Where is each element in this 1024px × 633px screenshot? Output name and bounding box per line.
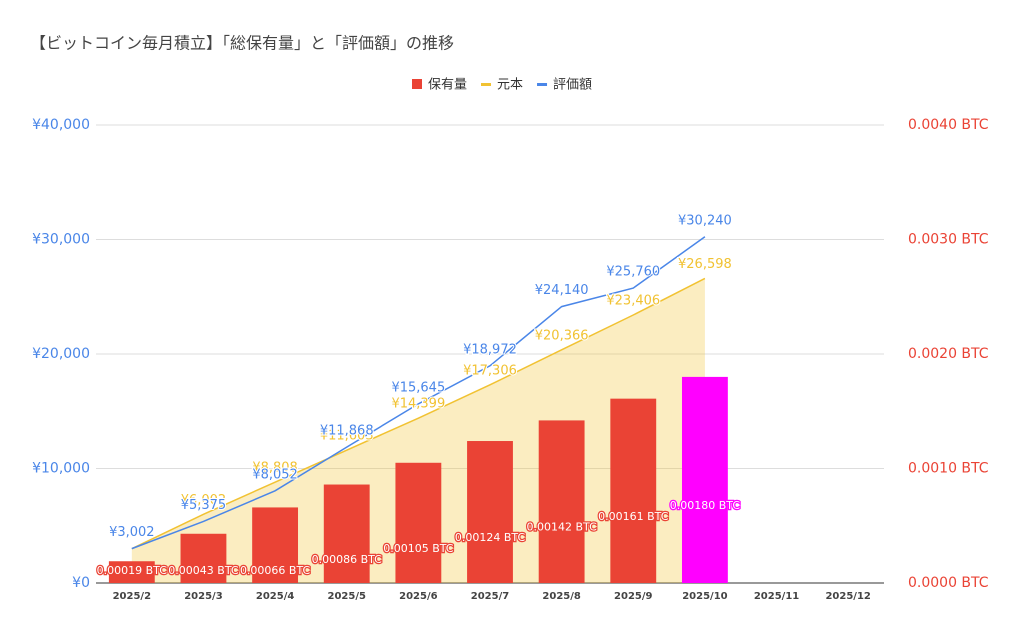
bar xyxy=(108,561,155,583)
y-tick-label: ¥0 xyxy=(72,575,90,591)
value-label: ¥26,598 xyxy=(678,257,732,272)
bar-value-label: 0.00105 BTC xyxy=(383,542,454,555)
value-label: ¥30,240 xyxy=(678,213,732,228)
value-label: ¥11,603 xyxy=(320,429,374,444)
value-label: ¥20,366 xyxy=(535,328,589,343)
x-tick-label: 2025/12 xyxy=(825,591,870,602)
legend-label: 元本 xyxy=(497,78,523,93)
value-label: ¥18,972 xyxy=(463,342,517,357)
x-tick-label: 2025/4 xyxy=(256,591,294,602)
bar xyxy=(252,507,299,583)
x-tick-label: 2025/11 xyxy=(754,591,799,602)
bar-value-label: 0.00124 BTC xyxy=(455,531,526,544)
bar xyxy=(538,420,585,583)
y-tick-label: ¥40,000 xyxy=(32,117,90,133)
bar xyxy=(323,484,370,583)
y-tick-label: ¥30,000 xyxy=(32,232,90,248)
line xyxy=(131,277,706,550)
bar-value-label: 0.00019 BTC xyxy=(97,564,168,577)
bar xyxy=(610,398,657,583)
x-tick-label: 2025/2 xyxy=(113,591,151,602)
bar-value-label: 0.00161 BTC xyxy=(598,510,669,523)
legend-label: 保有量 xyxy=(428,78,467,93)
y2-tick-label: 0.0030 BTC xyxy=(908,232,989,248)
value-label: ¥23,406 xyxy=(606,294,660,309)
value-label: ¥5,375 xyxy=(181,498,227,513)
value-label: ¥17,306 xyxy=(463,363,517,378)
value-label: ¥25,760 xyxy=(606,265,660,280)
bar xyxy=(395,462,442,583)
legend-swatch xyxy=(481,83,492,86)
bar xyxy=(180,533,227,583)
bar xyxy=(681,376,728,583)
x-tick-label: 2025/7 xyxy=(471,591,509,602)
bar-value-label: 0.00142 BTC xyxy=(526,521,597,534)
y2-tick-label: 0.0010 BTC xyxy=(908,461,989,477)
bar xyxy=(467,441,513,583)
x-tick-label: 2025/5 xyxy=(328,591,366,602)
value-label: ¥15,645 xyxy=(391,380,445,395)
x-tick-label: 2025/3 xyxy=(184,591,222,602)
value-label: ¥6,002 xyxy=(181,493,227,508)
line xyxy=(131,236,706,550)
y2-tick-label: 0.0000 BTC xyxy=(908,575,989,591)
x-tick-label: 2025/10 xyxy=(682,591,727,602)
bar-value-label: 0.00180 BTC xyxy=(670,499,741,512)
value-label: ¥24,140 xyxy=(535,283,589,298)
x-tick-label: 2025/6 xyxy=(399,591,437,602)
x-tick-label: 2025/9 xyxy=(614,591,652,602)
legend-swatch xyxy=(412,79,422,89)
legend-swatch xyxy=(537,83,548,86)
y2-tick-label: 0.0040 BTC xyxy=(908,117,989,133)
value-label: ¥8,052 xyxy=(252,467,298,482)
bar-value-label: 0.00066 BTC xyxy=(240,564,311,577)
bar-value-label: 0.00043 BTC xyxy=(168,564,239,577)
y-tick-label: ¥10,000 xyxy=(32,461,90,477)
value-label: ¥3,002 xyxy=(109,525,155,540)
y2-tick-label: 0.0020 BTC xyxy=(908,346,989,362)
value-label: ¥11,868 xyxy=(320,424,374,439)
legend-label: 評価額 xyxy=(553,78,592,93)
chart-title: 【ビットコイン毎月積立】「総保有量」と「評価額」の推移 xyxy=(30,34,454,53)
bar-value-label: 0.00086 BTC xyxy=(312,553,383,566)
x-tick-label: 2025/8 xyxy=(542,591,580,602)
value-label: ¥8,808 xyxy=(252,461,298,476)
y-tick-label: ¥20,000 xyxy=(32,346,90,362)
value-label: ¥14,399 xyxy=(391,397,445,412)
